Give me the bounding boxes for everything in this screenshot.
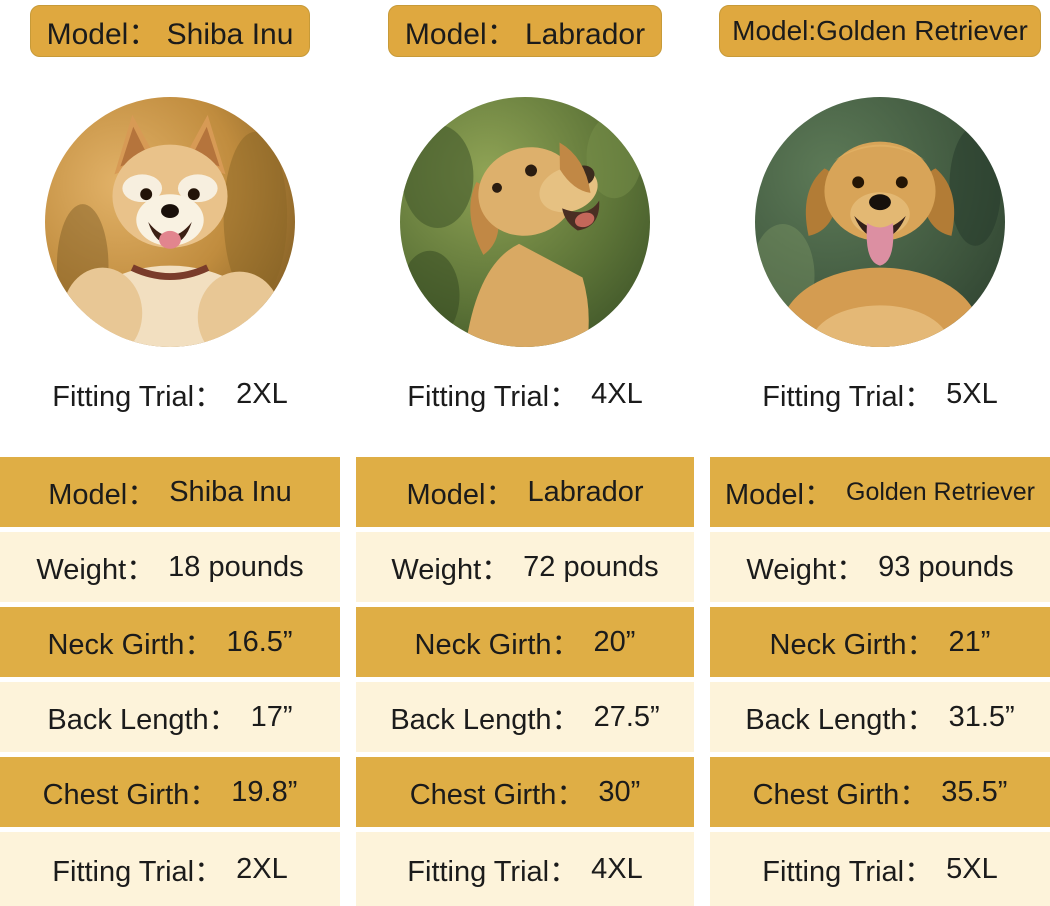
caption-value: 5XL [946, 377, 998, 410]
row-label: Weight： [36, 554, 156, 586]
measurement-table: Model： Shiba Inu Weight： 18 pounds Neck … [0, 457, 340, 906]
row-label: Back Length： [390, 704, 581, 736]
caption-value: 2XL [236, 377, 288, 410]
row-label: Fitting Trial： [52, 856, 224, 888]
row-value: 16.5” [226, 625, 293, 658]
shiba-inu-illustration [45, 97, 295, 347]
model-badge-label: Model:Golden Retriever [732, 15, 1028, 46]
row-label: Chest Girth： [752, 779, 929, 811]
table-row-fitting-trial: Fitting Trial： 2XL [0, 832, 340, 906]
row-value: 21” [948, 625, 991, 658]
shiba-inu-photo [45, 97, 295, 347]
row-value: 18 pounds [168, 550, 304, 583]
row-label: Chest Girth： [409, 779, 586, 811]
row-value: Shiba Inu [169, 475, 292, 508]
row-value: 31.5” [948, 700, 1015, 733]
table-row-weight: Weight： 93 pounds [710, 532, 1050, 602]
row-value: Labrador [527, 475, 644, 508]
table-row-back-length: Back Length： 17” [0, 682, 340, 752]
row-value: 4XL [591, 852, 643, 885]
row-value: Golden Retriever [846, 477, 1035, 506]
caption-label: Fitting Trial： [407, 381, 579, 413]
row-label: Neck Girth： [47, 629, 214, 661]
row-value: 30” [598, 775, 641, 808]
row-label: Model： [48, 479, 157, 511]
row-value: 72 pounds [523, 550, 659, 583]
labrador-photo [400, 97, 650, 347]
row-label: Neck Girth： [769, 629, 936, 661]
row-label: Back Length： [745, 704, 936, 736]
model-badge: Model： Labrador [387, 5, 663, 57]
row-value: 17” [250, 700, 293, 733]
row-value: 19.8” [231, 775, 298, 808]
row-label: Back Length： [47, 704, 238, 736]
model-badge: Model： Shiba Inu [29, 5, 311, 57]
row-label: Fitting Trial： [762, 856, 934, 888]
table-row-back-length: Back Length： 27.5” [356, 682, 694, 752]
labrador-illustration [400, 97, 650, 347]
table-row-model: Model： Shiba Inu [0, 457, 340, 527]
fitting-trial-caption: Fitting Trial： 5XL [762, 377, 998, 414]
row-value: 20” [593, 625, 636, 658]
measurement-table: Model： Golden Retriever Weight： 93 pound… [710, 457, 1050, 906]
golden-retriever-photo [755, 97, 1005, 347]
row-label: Chest Girth： [42, 779, 219, 811]
measurement-table: Model： Labrador Weight： 72 pounds Neck G… [356, 457, 694, 906]
table-row-chest-girth: Chest Girth： 35.5” [710, 757, 1050, 827]
row-value: 2XL [236, 852, 288, 885]
model-badge-label: Model： Shiba Inu [46, 18, 294, 51]
column-golden-retriever: Model:Golden Retriever [710, 0, 1050, 906]
fitting-trial-caption: Fitting Trial： 2XL [52, 377, 288, 414]
row-value: 93 pounds [878, 550, 1014, 583]
caption-label: Fitting Trial： [52, 381, 224, 413]
table-row-fitting-trial: Fitting Trial： 5XL [710, 832, 1050, 906]
model-badge-label: Model： Labrador [404, 18, 646, 51]
table-row-weight: Weight： 18 pounds [0, 532, 340, 602]
table-row-back-length: Back Length： 31.5” [710, 682, 1050, 752]
row-label: Fitting Trial： [407, 856, 579, 888]
row-label: Weight： [391, 554, 511, 586]
row-label: Neck Girth： [414, 629, 581, 661]
caption-value: 4XL [591, 377, 643, 410]
table-row-model: Model： Labrador [356, 457, 694, 527]
row-label: Model： [406, 479, 515, 511]
model-badge: Model:Golden Retriever [719, 5, 1041, 57]
table-row-chest-girth: Chest Girth： 19.8” [0, 757, 340, 827]
row-value: 27.5” [593, 700, 660, 733]
golden-retriever-illustration [755, 97, 1005, 347]
row-label: Weight： [746, 554, 866, 586]
table-row-neck-girth: Neck Girth： 16.5” [0, 607, 340, 677]
table-row-chest-girth: Chest Girth： 30” [356, 757, 694, 827]
column-labrador: Model： Labrador [356, 0, 694, 906]
table-row-neck-girth: Neck Girth： 21” [710, 607, 1050, 677]
row-value: 35.5” [941, 775, 1008, 808]
table-row-weight: Weight： 72 pounds [356, 532, 694, 602]
table-row-fitting-trial: Fitting Trial： 4XL [356, 832, 694, 906]
row-value: 5XL [946, 852, 998, 885]
table-row-neck-girth: Neck Girth： 20” [356, 607, 694, 677]
row-label: Model： [725, 479, 833, 511]
table-row-model: Model： Golden Retriever [710, 457, 1050, 527]
column-shiba-inu: Model： Shiba Inu [0, 0, 340, 906]
caption-label: Fitting Trial： [762, 381, 934, 413]
fitting-trial-caption: Fitting Trial： 4XL [407, 377, 643, 414]
